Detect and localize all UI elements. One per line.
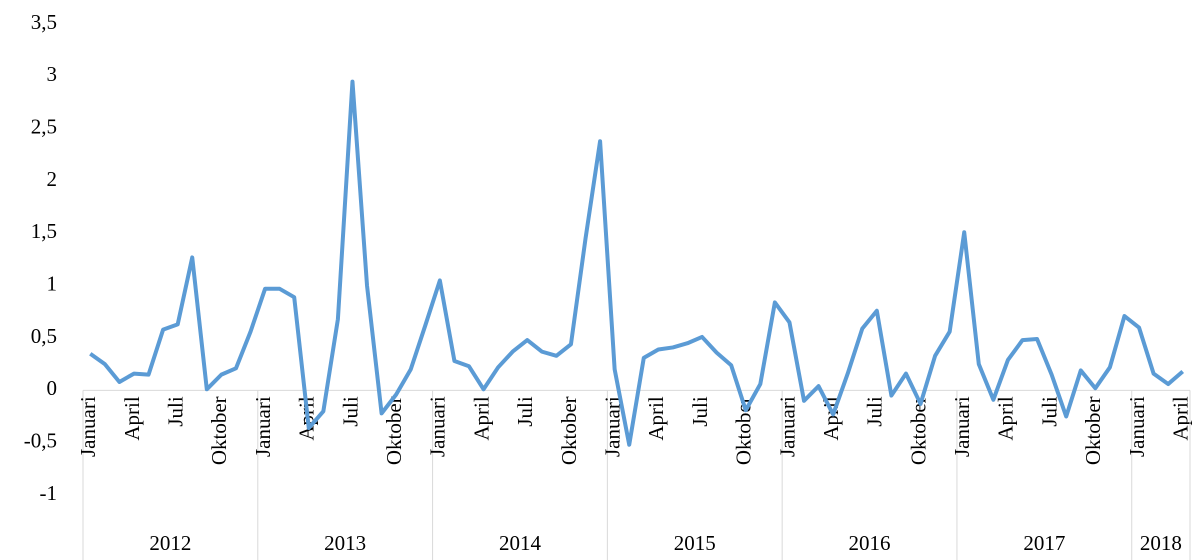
y-tick-label: 3,5 — [31, 10, 57, 34]
x-tick-label: April — [1169, 396, 1193, 440]
x-tick-label: April — [469, 396, 493, 440]
x-tick-label: Juli — [338, 396, 362, 427]
x-tick-label: Januari — [251, 396, 275, 457]
x-tick-label: Januari — [775, 396, 799, 457]
y-tick-label: -1 — [40, 481, 58, 505]
y-tick-label: 2 — [47, 167, 58, 191]
y-tick-label: 3 — [47, 62, 58, 86]
group-label: 2015 — [674, 531, 716, 555]
y-tick-label: -0,5 — [24, 428, 57, 452]
data-line — [89, 79, 1185, 447]
y-tick-label: 1 — [47, 271, 58, 295]
x-tick-label: Januari — [950, 396, 974, 457]
y-tick-label: 2,5 — [31, 114, 57, 138]
x-tick-label: Januari — [426, 396, 450, 457]
x-tick-label: April — [644, 396, 668, 440]
x-tick-label: April — [994, 396, 1018, 440]
x-tick-label: Juli — [513, 396, 537, 427]
x-tick-label: Januari — [76, 396, 100, 457]
x-tick-label: Oktober — [207, 396, 231, 465]
y-tick-label: 0,5 — [31, 324, 57, 348]
group-label: 2012 — [149, 531, 191, 555]
y-tick-label: 0 — [47, 376, 58, 400]
x-tick-label: Juli — [863, 396, 887, 427]
x-tick-label: Oktober — [1081, 396, 1105, 465]
group-label: 2013 — [324, 531, 366, 555]
y-tick-label: 1,5 — [31, 219, 57, 243]
x-tick-label: Juli — [688, 396, 712, 427]
x-tick-label: Juli — [1037, 396, 1061, 427]
x-tick-label: Oktober — [906, 396, 930, 465]
x-tick-label: Oktober — [557, 396, 581, 465]
x-tick-label: April — [120, 396, 144, 440]
group-label: 2017 — [1023, 531, 1065, 555]
group-label: 2014 — [499, 531, 542, 555]
x-tick-label: Juli — [163, 396, 187, 427]
x-tick-label: Januari — [1125, 396, 1149, 457]
group-label: 2018 — [1140, 531, 1182, 555]
group-label: 2016 — [849, 531, 891, 555]
